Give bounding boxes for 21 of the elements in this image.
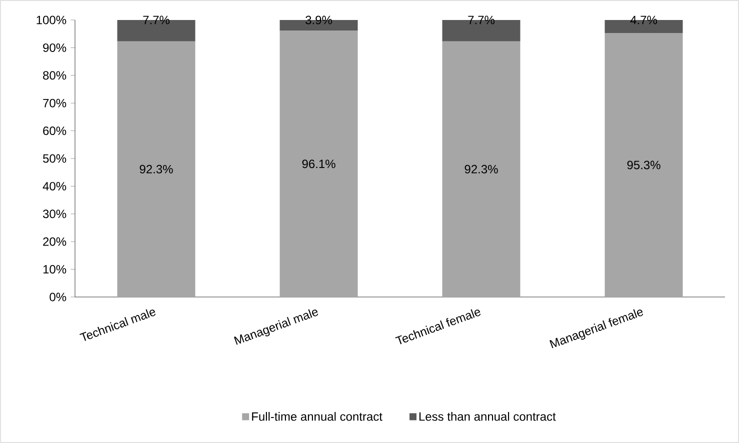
bar — [604, 33, 683, 297]
data-label: 95.3% — [627, 160, 660, 170]
bar — [442, 41, 520, 297]
y-tick-label: 60% — [43, 126, 66, 136]
y-tick-label: 20% — [43, 237, 66, 246]
y-tick-label: 70% — [43, 98, 66, 108]
y-tick-label: 90% — [43, 43, 66, 52]
data-label: 92.3% — [140, 164, 173, 174]
y-tick-label: 30% — [42, 210, 66, 218]
data-label: 96.1% — [302, 160, 336, 168]
y-tick-label: 0% — [50, 292, 66, 302]
y-tick-label: 40% — [42, 182, 66, 190]
y-tick-label: 80% — [43, 71, 66, 80]
data-label: 92.3% — [464, 164, 498, 174]
y-tick-label: 50% — [43, 154, 66, 163]
legend-label: Full-time annual contract — [252, 412, 382, 421]
y-tick-label: 100% — [36, 16, 66, 24]
bar — [117, 41, 196, 297]
bar — [280, 30, 358, 297]
y-tick-label: 10% — [43, 265, 66, 274]
legend-label: Less than annual contract — [419, 412, 556, 421]
